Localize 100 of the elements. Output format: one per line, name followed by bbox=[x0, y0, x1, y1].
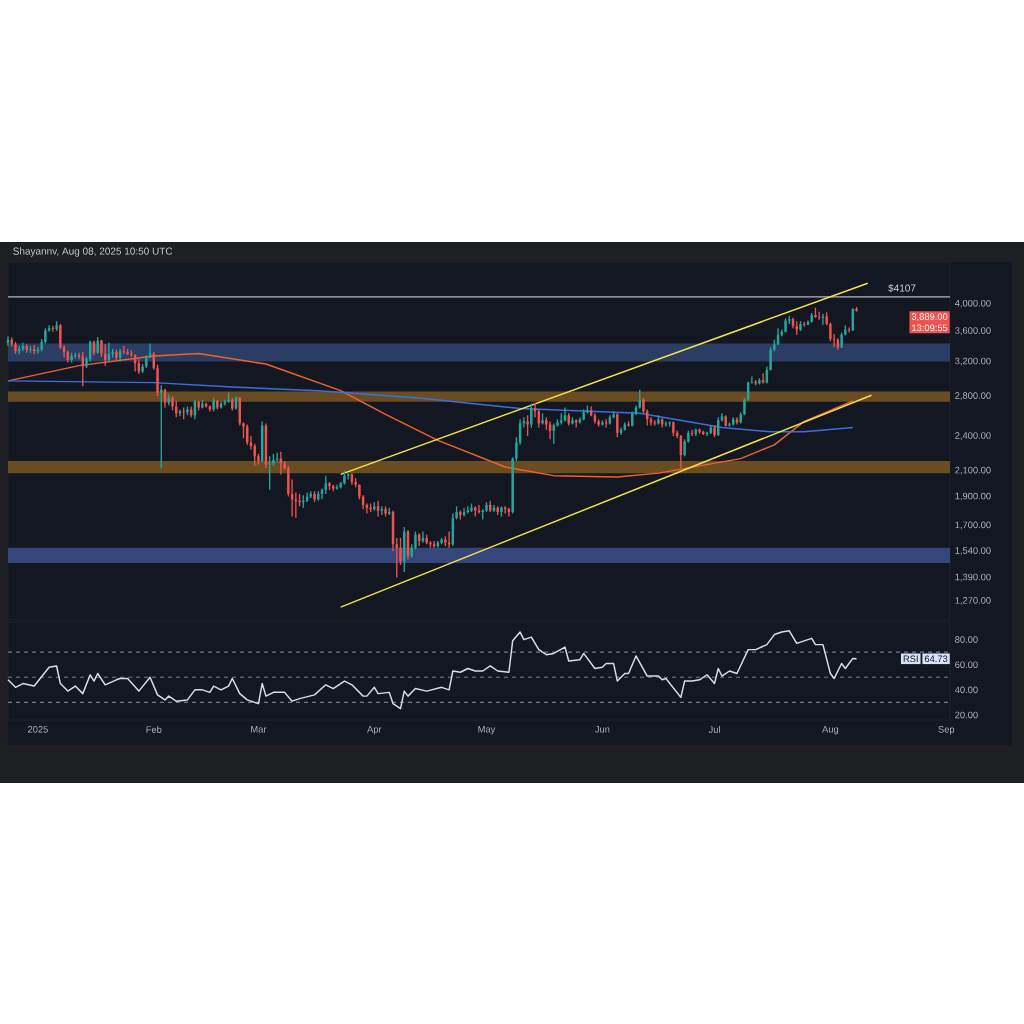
annotation: 3,889.00 bbox=[911, 313, 948, 322]
line-series bbox=[7, 380, 854, 433]
y-tick-label: 20.00 bbox=[955, 711, 978, 719]
candlestick bbox=[122, 345, 126, 356]
candlestick bbox=[814, 307, 817, 319]
candlestick bbox=[548, 420, 552, 440]
y-tick-label: 1,390.00 bbox=[955, 573, 991, 582]
candlestick bbox=[642, 397, 645, 415]
candlestick bbox=[126, 348, 129, 356]
candlestick bbox=[313, 490, 316, 503]
candlestick bbox=[761, 372, 765, 385]
candlestick bbox=[268, 455, 271, 491]
candlestick bbox=[294, 491, 298, 519]
candlestick bbox=[440, 537, 443, 546]
candlestick bbox=[758, 377, 761, 386]
y-tick-label: 3,600.00 bbox=[955, 327, 991, 335]
x-tick-label: Jun bbox=[594, 726, 610, 733]
candlestick bbox=[840, 331, 843, 349]
annotation: 13:09:55 bbox=[912, 324, 948, 332]
candlestick bbox=[14, 341, 17, 355]
candlestick bbox=[29, 345, 32, 354]
y-tick-label: 3,200.00 bbox=[955, 357, 991, 366]
candlestick bbox=[376, 500, 380, 518]
candlestick bbox=[750, 375, 754, 385]
candlestick bbox=[328, 481, 331, 491]
candlestick bbox=[55, 320, 58, 332]
y-tick-label: 1,700.00 bbox=[955, 521, 991, 530]
y-tick-label: 1,270.00 bbox=[955, 597, 991, 605]
candlestick bbox=[85, 356, 88, 369]
candlestick bbox=[141, 363, 144, 374]
y-tick-label: 2,800.00 bbox=[955, 392, 991, 400]
candlestick bbox=[799, 320, 802, 332]
candlestick bbox=[369, 502, 372, 513]
y-tick-label: 4,000.00 bbox=[954, 299, 991, 308]
candlestick bbox=[571, 416, 574, 426]
candlestick bbox=[343, 469, 346, 486]
y-tick-label: 2,100.00 bbox=[955, 466, 991, 475]
candlestick bbox=[485, 501, 488, 513]
annotation: 64.73 bbox=[924, 655, 948, 663]
candlestick bbox=[70, 352, 73, 364]
candlestick bbox=[821, 313, 825, 326]
candlestick bbox=[212, 397, 215, 413]
candlestick bbox=[395, 537, 398, 579]
candlestick bbox=[272, 453, 275, 467]
candlestick bbox=[242, 421, 245, 439]
y-tick-label: 80.00 bbox=[955, 636, 978, 643]
ref-line-label: $4107 bbox=[888, 284, 916, 293]
x-tick-label: Feb bbox=[146, 726, 162, 733]
x-tick-label: Jul bbox=[708, 726, 720, 733]
candlestick bbox=[414, 530, 417, 551]
candlestick bbox=[556, 418, 559, 428]
x-tick-label: May bbox=[478, 726, 496, 735]
candlestick bbox=[51, 325, 55, 333]
legend-label: RSI bbox=[903, 655, 918, 663]
candlestick bbox=[541, 412, 544, 426]
candlestick bbox=[855, 306, 858, 313]
x-tick-label: Mar bbox=[251, 726, 267, 733]
candlestick bbox=[227, 391, 230, 404]
y-tick-label: 1,540.00 bbox=[955, 547, 991, 555]
candlestick bbox=[530, 402, 533, 429]
candlestick bbox=[201, 399, 204, 410]
candlestick bbox=[156, 364, 159, 397]
candlestick bbox=[713, 424, 716, 438]
candlestick bbox=[657, 414, 660, 426]
chart-title: Shayannv, Aug 08, 2025 10:50 UTC bbox=[13, 247, 173, 257]
candlestick bbox=[754, 379, 757, 386]
candlestick bbox=[115, 349, 118, 361]
candlestick bbox=[100, 339, 103, 358]
x-tick-label: Aug bbox=[822, 726, 839, 735]
candlestick bbox=[444, 535, 447, 547]
candlestick bbox=[197, 400, 200, 412]
x-tick-label: Sep bbox=[938, 726, 955, 735]
candlestick bbox=[77, 352, 81, 360]
y-tick-label: 1,900.00 bbox=[955, 492, 991, 501]
candlestick bbox=[171, 395, 174, 412]
x-tick-label: Apr bbox=[367, 726, 382, 735]
candlestick bbox=[552, 422, 555, 445]
candlestick bbox=[186, 405, 189, 416]
candlestick bbox=[44, 327, 47, 345]
x-tick-label: 2025 bbox=[27, 726, 48, 733]
candlestick bbox=[698, 427, 701, 435]
candlestick bbox=[432, 540, 436, 549]
candlestick bbox=[399, 537, 402, 566]
candlestick bbox=[384, 505, 387, 518]
candlestick bbox=[616, 412, 619, 438]
candlestick bbox=[683, 438, 686, 457]
candlestick bbox=[672, 420, 675, 437]
candlestick bbox=[586, 404, 589, 415]
candlestick bbox=[784, 317, 787, 334]
y-tick-label: 2,400.00 bbox=[955, 432, 991, 440]
candlestick bbox=[500, 505, 503, 518]
y-tick-label: 60.00 bbox=[955, 661, 978, 669]
candlestick bbox=[470, 502, 473, 513]
candlestick bbox=[526, 414, 529, 437]
candlestick bbox=[601, 419, 604, 427]
y-tick-label: 40.00 bbox=[954, 686, 978, 694]
candlestick bbox=[257, 453, 260, 466]
candlestick bbox=[728, 421, 731, 428]
line-series bbox=[7, 630, 858, 710]
candlestick bbox=[627, 420, 630, 428]
